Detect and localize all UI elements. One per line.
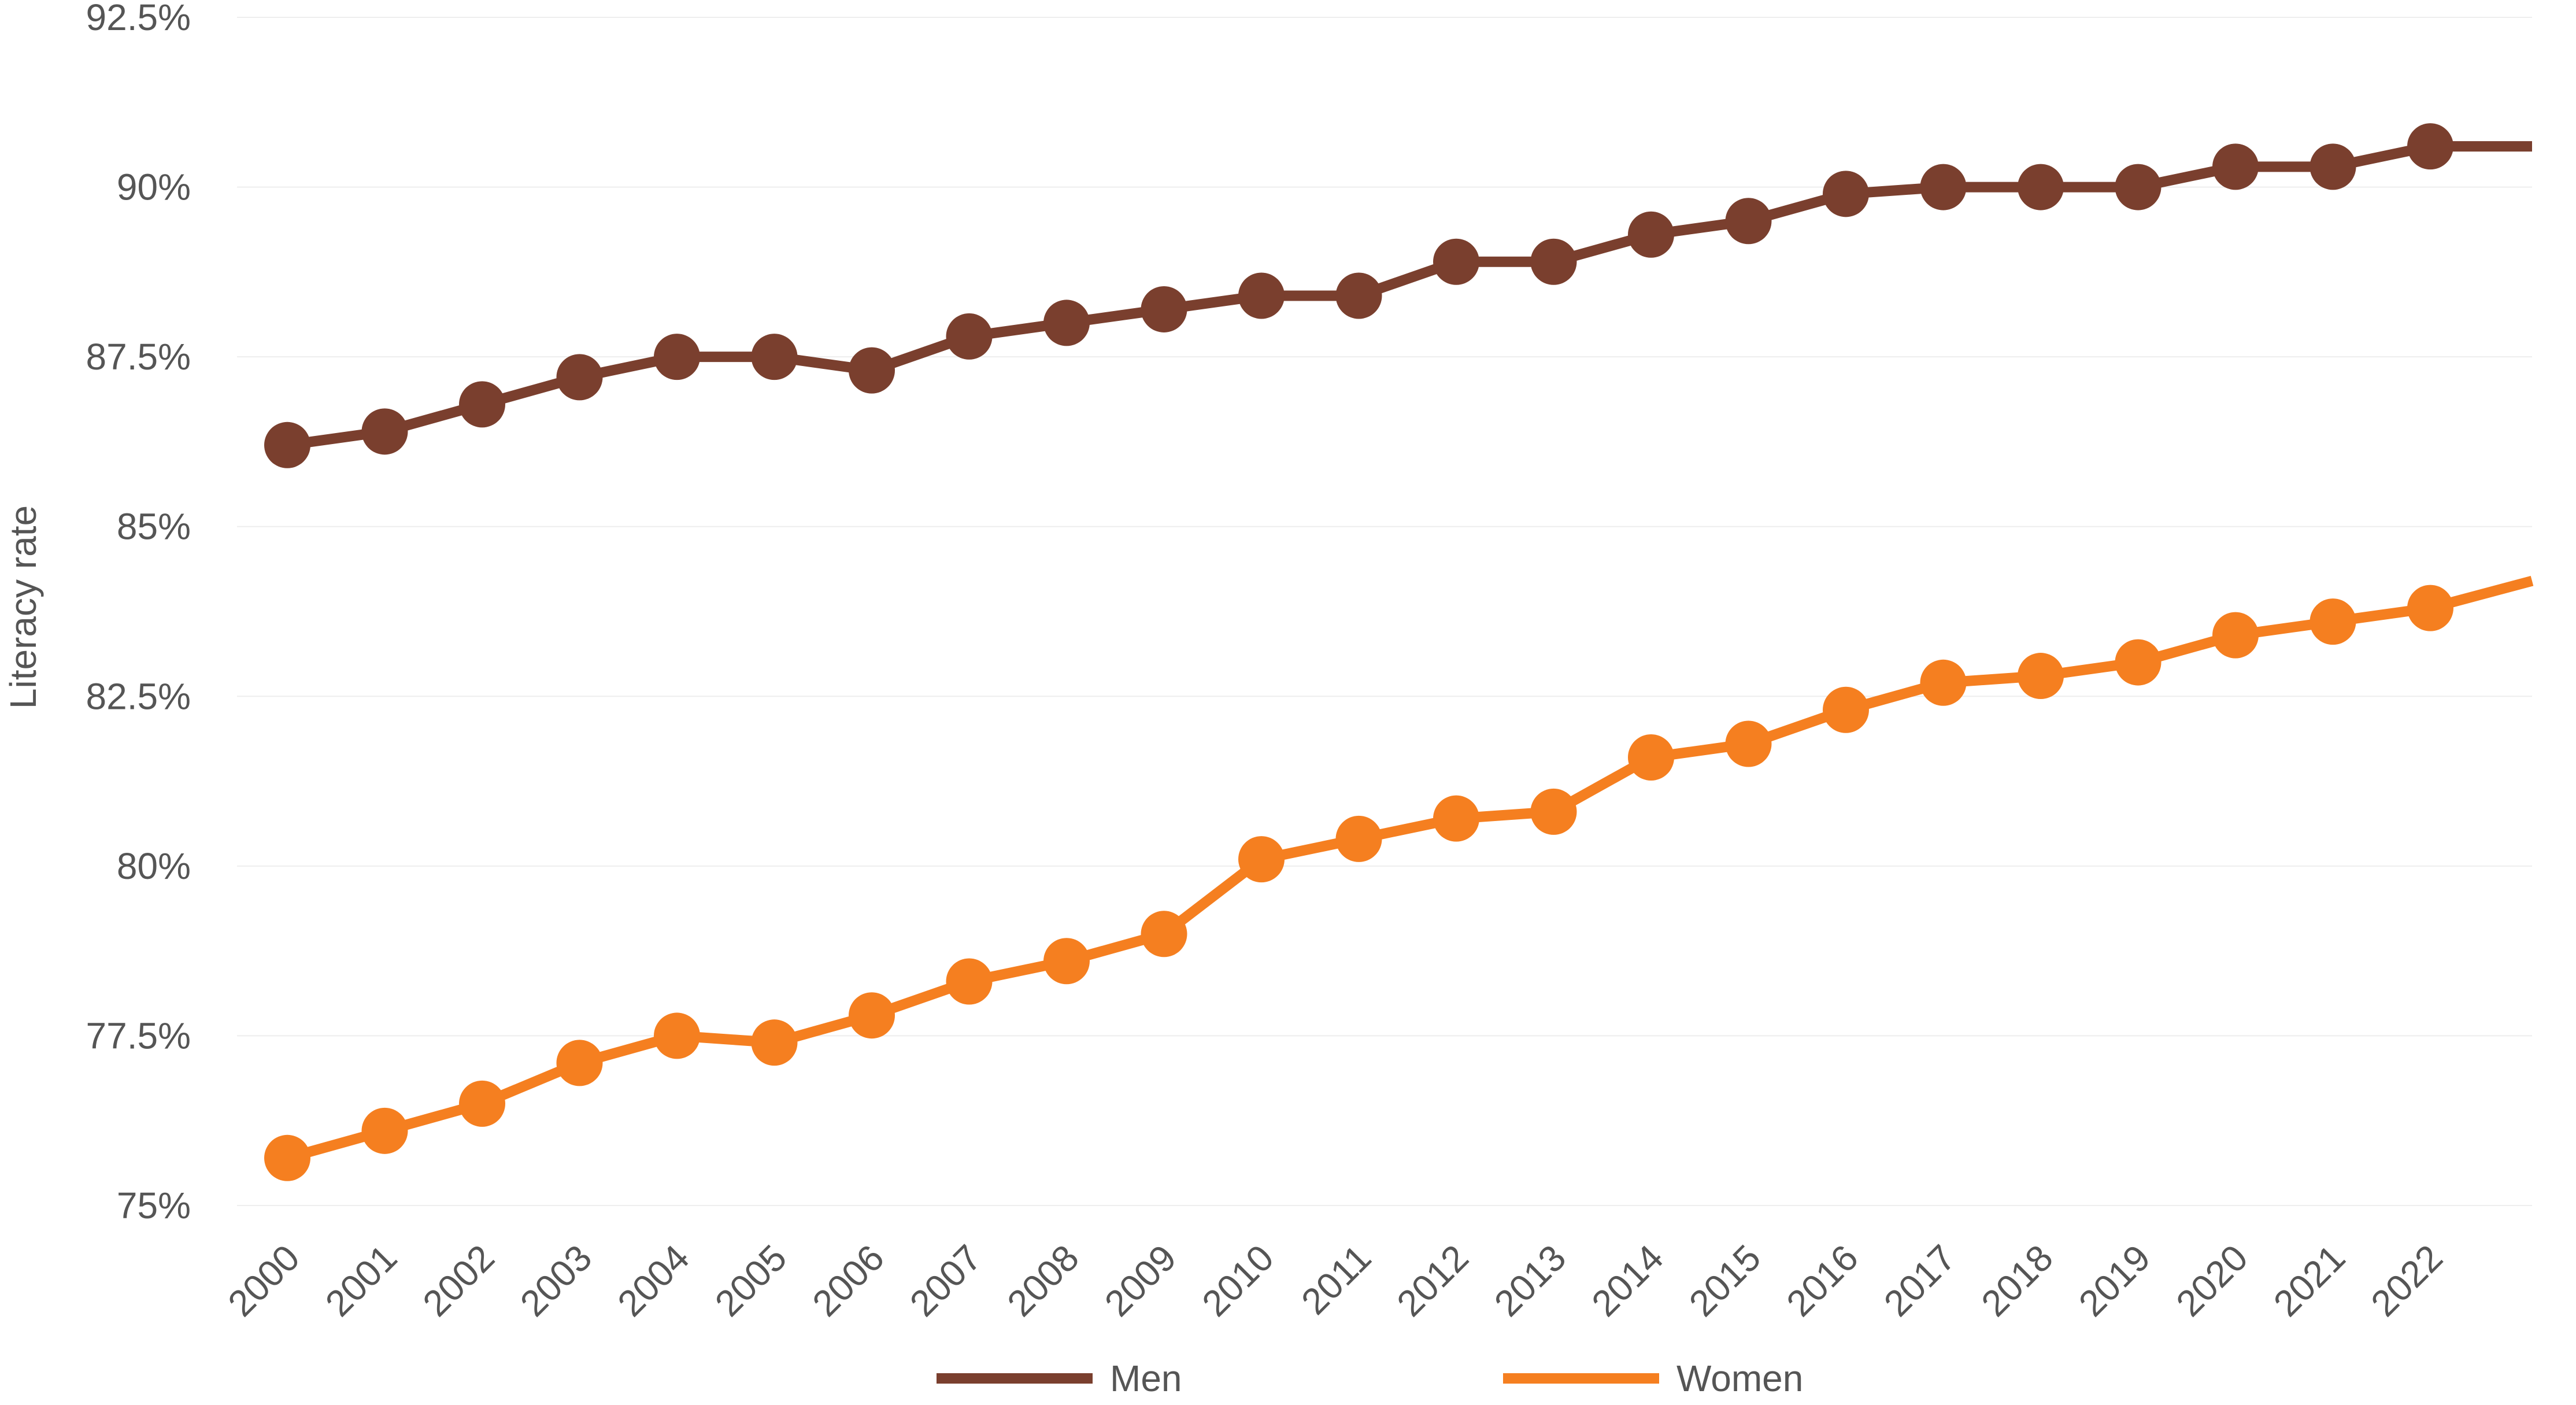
x-tick-label: 2003 [512,1237,600,1325]
y-axis-tick-labels: 75% 77.5% 80% 82.5% 85% 87.5% 90% 92.5% [86,0,191,1226]
x-tick-label: 2013 [1486,1237,1574,1325]
data-point [1725,720,1772,767]
y-axis-title: Literacy rate [2,505,44,709]
series-group [264,123,2534,1181]
x-tick-label: 2020 [2168,1237,2256,1325]
data-point [1238,272,1285,319]
x-tick-label: 2009 [1097,1237,1185,1325]
data-point [2309,143,2356,190]
data-point [264,422,310,468]
data-point [751,334,798,380]
grid-lines [237,17,2532,1206]
data-point [2407,585,2453,631]
data-point [2115,164,2162,210]
y-tick-label: 87.5% [86,336,191,378]
x-tick-label: 2019 [2071,1237,2159,1325]
data-point [946,958,993,1005]
x-tick-label: 2008 [999,1237,1087,1325]
series-line [286,141,2532,450]
data-point [264,1134,310,1181]
x-tick-label: 2010 [1194,1237,1282,1325]
x-tick-label: 2011 [1293,1237,1379,1322]
data-point [1628,211,1674,258]
x-tick-label: 2021 [2266,1237,2353,1325]
data-point [1043,938,1090,985]
data-point [1920,164,1967,210]
y-tick-label: 80% [117,845,191,887]
data-point [459,381,505,428]
data-point [1433,795,1479,842]
x-tick-label: 2007 [902,1237,990,1325]
data-point [2018,164,2064,210]
x-tick-label: 2018 [1973,1237,2061,1325]
x-tick-label: 2014 [1583,1237,1671,1325]
data-point [556,354,603,401]
data-point [849,347,895,394]
series-men [264,123,2532,468]
data-point [1725,198,1772,245]
data-point [1238,836,1285,883]
x-tick-label: 2000 [220,1237,308,1325]
data-point [751,1019,798,1066]
y-tick-label: 77.5% [86,1015,191,1056]
data-point [2212,143,2259,190]
data-point [1823,171,1869,217]
data-point [361,1107,408,1154]
data-point [1530,788,1577,835]
x-tick-label: 2006 [804,1237,892,1325]
data-point [1628,734,1674,781]
x-tick-label: 2022 [2363,1237,2451,1325]
y-tick-label: 85% [117,506,191,548]
data-point [946,313,993,360]
series-line [286,575,2534,1163]
data-point [849,992,895,1039]
data-point [1920,659,1967,706]
legend-label: Women [1676,1358,1803,1399]
data-point [1335,815,1382,862]
legend: Men Women [937,1358,1803,1399]
data-point [2407,123,2453,170]
x-tick-label: 2004 [609,1237,697,1325]
data-point [2115,639,2162,686]
data-point [1530,238,1577,285]
legend-label: Men [1110,1358,1182,1399]
y-tick-label: 82.5% [86,675,191,717]
data-point [1433,238,1479,285]
x-tick-label: 2005 [707,1237,795,1325]
data-point [361,408,408,455]
x-tick-label: 2016 [1778,1237,1866,1325]
data-point [556,1040,603,1086]
data-point [2018,653,2064,700]
data-point [654,1012,700,1059]
y-tick-label: 92.5% [86,0,191,38]
series-women [264,575,2534,1181]
x-tick-label: 2002 [414,1237,502,1325]
x-tick-label: 2015 [1681,1237,1769,1325]
x-tick-label: 2017 [1876,1237,1964,1325]
x-tick-label: 2001 [317,1237,405,1325]
data-point [2309,598,2356,645]
x-axis-tick-labels: 2000 2001 2002 2003 2004 2005 2006 2007 2008 2009… [220,1237,2451,1325]
data-point [1335,272,1382,319]
data-point [1043,300,1090,346]
data-point [654,334,700,380]
y-tick-label: 90% [117,167,191,208]
data-point [1141,286,1187,332]
data-point [2212,612,2259,659]
x-tick-label: 2012 [1389,1237,1476,1325]
data-point [459,1080,505,1127]
data-point [1141,911,1187,957]
y-tick-label: 75% [117,1185,191,1226]
data-point [1823,686,1869,733]
